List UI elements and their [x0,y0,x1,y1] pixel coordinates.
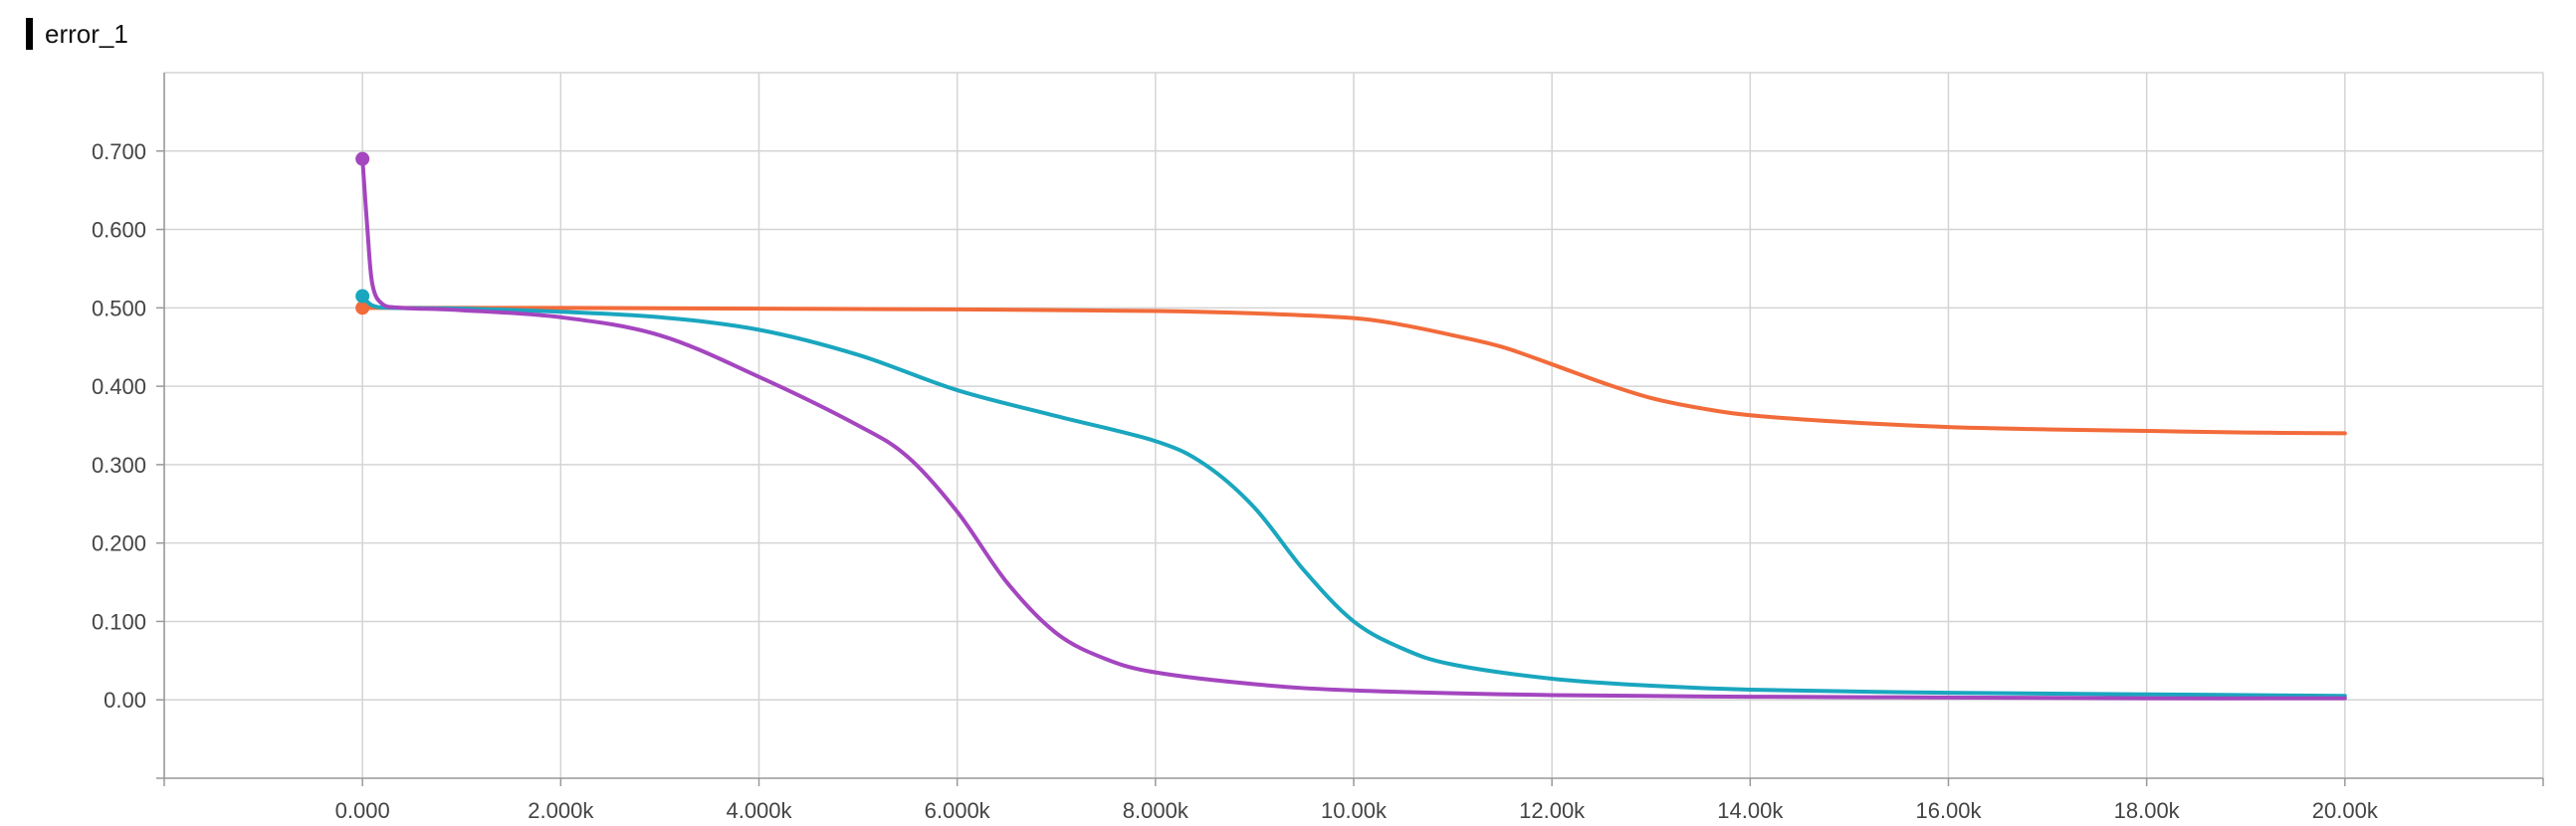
series-line-2 [360,294,2347,699]
x-tick-label: 18.00k [2114,798,2181,823]
x-tick-label: 12.00k [1519,798,1586,823]
chart-ticks: 0.000 2.000k 4.000k 6.000k 8.000k 10.00k 12.00… [92,139,2544,823]
chart-grid [163,72,2544,778]
x-tick-label: 8.000k [1123,798,1189,823]
y-tick-label: 0.600 [92,218,146,243]
x-tick-label: 16.00k [1915,798,1982,823]
x-tick-label: 20.00k [2312,798,2379,823]
series-start-point-1 [355,301,370,315]
chart-title-text: error_1 [45,18,128,49]
x-tick-label: 10.00k [1321,798,1388,823]
series-line-1 [360,306,2347,436]
y-tick-label: 0.200 [92,531,146,556]
y-tick-label: 0.500 [92,296,146,320]
y-tick-label: 0.400 [92,374,146,399]
x-tick-label: 0.000 [335,798,390,823]
y-tick-label: 0.300 [92,453,146,478]
y-tick-label: 0.700 [92,139,146,164]
chart-series [355,151,2347,701]
x-tick-label: 14.00k [1717,798,1784,823]
title-marker [26,18,33,50]
series-start-point-2 [355,289,370,304]
x-tick-label: 6.000k [925,798,991,823]
y-tick-label: 0.100 [92,609,146,634]
chart-title: error_1 [26,18,128,50]
y-tick-label: 0.00 [104,688,146,713]
x-tick-label: 2.000k [528,798,594,823]
series-start-point-3 [355,151,370,166]
x-tick-label: 4.000k [726,798,792,823]
series-line-3 [360,156,2347,701]
